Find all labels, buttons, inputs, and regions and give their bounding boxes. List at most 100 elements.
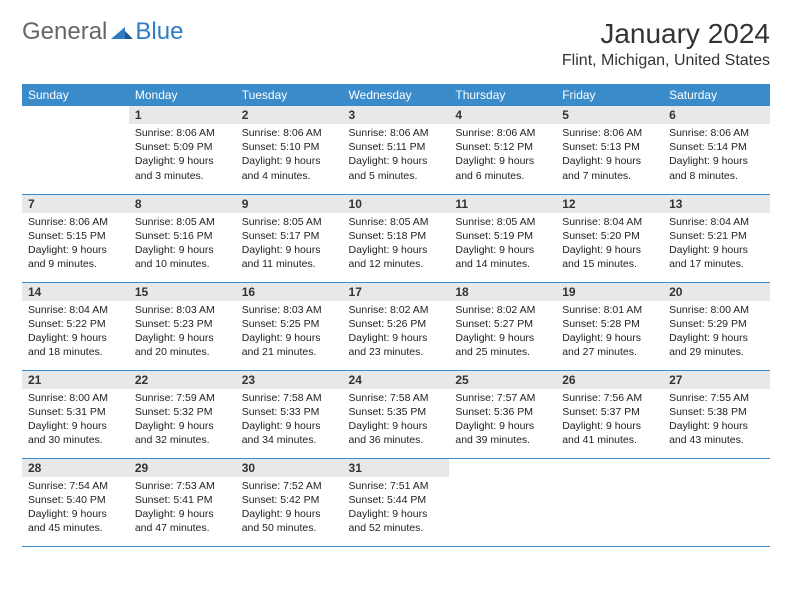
sunset-line: Sunset: 5:16 PM [135, 229, 230, 243]
sunrise-line: Sunrise: 7:59 AM [135, 391, 230, 405]
sunset-line: Sunset: 5:37 PM [562, 405, 657, 419]
calendar-week-row: 1Sunrise: 8:06 AMSunset: 5:09 PMDaylight… [22, 106, 770, 194]
sunrise-line: Sunrise: 7:57 AM [455, 391, 550, 405]
day-details: Sunrise: 8:04 AMSunset: 5:20 PMDaylight:… [556, 213, 663, 278]
sunrise-line: Sunrise: 7:58 AM [349, 391, 444, 405]
daylight-line: Daylight: 9 hours and 50 minutes. [242, 507, 337, 535]
sunset-line: Sunset: 5:09 PM [135, 140, 230, 154]
daylight-line: Daylight: 9 hours and 11 minutes. [242, 243, 337, 271]
sunset-line: Sunset: 5:40 PM [28, 493, 123, 507]
sunset-line: Sunset: 5:28 PM [562, 317, 657, 331]
sunrise-line: Sunrise: 7:58 AM [242, 391, 337, 405]
calendar-day-cell: 27Sunrise: 7:55 AMSunset: 5:38 PMDayligh… [663, 370, 770, 458]
sunset-line: Sunset: 5:23 PM [135, 317, 230, 331]
sunset-line: Sunset: 5:25 PM [242, 317, 337, 331]
day-details: Sunrise: 8:02 AMSunset: 5:26 PMDaylight:… [343, 301, 450, 366]
sunset-line: Sunset: 5:32 PM [135, 405, 230, 419]
day-details: Sunrise: 7:58 AMSunset: 5:33 PMDaylight:… [236, 389, 343, 454]
calendar-day-cell [22, 106, 129, 194]
day-number [556, 459, 663, 477]
day-number: 19 [556, 283, 663, 301]
daylight-line: Daylight: 9 hours and 25 minutes. [455, 331, 550, 359]
sunrise-line: Sunrise: 8:06 AM [455, 126, 550, 140]
day-details: Sunrise: 8:03 AMSunset: 5:23 PMDaylight:… [129, 301, 236, 366]
day-details: Sunrise: 8:00 AMSunset: 5:29 PMDaylight:… [663, 301, 770, 366]
day-number [22, 106, 129, 124]
sunset-line: Sunset: 5:19 PM [455, 229, 550, 243]
calendar-day-cell: 21Sunrise: 8:00 AMSunset: 5:31 PMDayligh… [22, 370, 129, 458]
daylight-line: Daylight: 9 hours and 9 minutes. [28, 243, 123, 271]
weekday-header: Monday [129, 84, 236, 106]
daylight-line: Daylight: 9 hours and 12 minutes. [349, 243, 444, 271]
sunrise-line: Sunrise: 8:02 AM [455, 303, 550, 317]
logo-mark-icon [111, 18, 133, 46]
day-details: Sunrise: 8:05 AMSunset: 5:18 PMDaylight:… [343, 213, 450, 278]
daylight-line: Daylight: 9 hours and 7 minutes. [562, 154, 657, 182]
calendar-week-row: 21Sunrise: 8:00 AMSunset: 5:31 PMDayligh… [22, 370, 770, 458]
day-number: 22 [129, 371, 236, 389]
sunrise-line: Sunrise: 8:05 AM [349, 215, 444, 229]
weekday-header: Wednesday [343, 84, 450, 106]
calendar-day-cell: 22Sunrise: 7:59 AMSunset: 5:32 PMDayligh… [129, 370, 236, 458]
brand-part2: Blue [135, 18, 183, 46]
brand-part1: General [22, 18, 107, 46]
sunrise-line: Sunrise: 8:05 AM [242, 215, 337, 229]
day-number: 25 [449, 371, 556, 389]
sunset-line: Sunset: 5:29 PM [669, 317, 764, 331]
page-header: General Blue January 2024 Flint, Michiga… [22, 18, 770, 70]
calendar-day-cell: 3Sunrise: 8:06 AMSunset: 5:11 PMDaylight… [343, 106, 450, 194]
calendar-day-cell: 30Sunrise: 7:52 AMSunset: 5:42 PMDayligh… [236, 458, 343, 546]
sunset-line: Sunset: 5:31 PM [28, 405, 123, 419]
sunset-line: Sunset: 5:17 PM [242, 229, 337, 243]
calendar-week-row: 7Sunrise: 8:06 AMSunset: 5:15 PMDaylight… [22, 194, 770, 282]
day-details: Sunrise: 7:54 AMSunset: 5:40 PMDaylight:… [22, 477, 129, 542]
day-details: Sunrise: 8:02 AMSunset: 5:27 PMDaylight:… [449, 301, 556, 366]
day-number: 2 [236, 106, 343, 124]
day-details: Sunrise: 8:06 AMSunset: 5:13 PMDaylight:… [556, 124, 663, 189]
calendar-day-cell: 18Sunrise: 8:02 AMSunset: 5:27 PMDayligh… [449, 282, 556, 370]
day-details: Sunrise: 7:53 AMSunset: 5:41 PMDaylight:… [129, 477, 236, 542]
day-number: 5 [556, 106, 663, 124]
sunrise-line: Sunrise: 7:54 AM [28, 479, 123, 493]
calendar-day-cell: 16Sunrise: 8:03 AMSunset: 5:25 PMDayligh… [236, 282, 343, 370]
sunset-line: Sunset: 5:12 PM [455, 140, 550, 154]
daylight-line: Daylight: 9 hours and 18 minutes. [28, 331, 123, 359]
location-text: Flint, Michigan, United States [562, 52, 770, 70]
day-details: Sunrise: 8:06 AMSunset: 5:11 PMDaylight:… [343, 124, 450, 189]
day-number: 11 [449, 195, 556, 213]
sunset-line: Sunset: 5:41 PM [135, 493, 230, 507]
day-details: Sunrise: 7:51 AMSunset: 5:44 PMDaylight:… [343, 477, 450, 542]
sunset-line: Sunset: 5:21 PM [669, 229, 764, 243]
daylight-line: Daylight: 9 hours and 10 minutes. [135, 243, 230, 271]
day-details: Sunrise: 8:06 AMSunset: 5:14 PMDaylight:… [663, 124, 770, 189]
sunrise-line: Sunrise: 8:00 AM [28, 391, 123, 405]
calendar-day-cell: 6Sunrise: 8:06 AMSunset: 5:14 PMDaylight… [663, 106, 770, 194]
sunrise-line: Sunrise: 8:06 AM [242, 126, 337, 140]
calendar-day-cell: 9Sunrise: 8:05 AMSunset: 5:17 PMDaylight… [236, 194, 343, 282]
daylight-line: Daylight: 9 hours and 39 minutes. [455, 419, 550, 447]
sunset-line: Sunset: 5:11 PM [349, 140, 444, 154]
day-number: 14 [22, 283, 129, 301]
day-number: 29 [129, 459, 236, 477]
calendar-day-cell: 26Sunrise: 7:56 AMSunset: 5:37 PMDayligh… [556, 370, 663, 458]
calendar-week-row: 28Sunrise: 7:54 AMSunset: 5:40 PMDayligh… [22, 458, 770, 546]
day-details: Sunrise: 7:57 AMSunset: 5:36 PMDaylight:… [449, 389, 556, 454]
calendar-day-cell: 23Sunrise: 7:58 AMSunset: 5:33 PMDayligh… [236, 370, 343, 458]
sunrise-line: Sunrise: 8:06 AM [349, 126, 444, 140]
day-number: 3 [343, 106, 450, 124]
calendar-day-cell: 25Sunrise: 7:57 AMSunset: 5:36 PMDayligh… [449, 370, 556, 458]
calendar-day-cell: 10Sunrise: 8:05 AMSunset: 5:18 PMDayligh… [343, 194, 450, 282]
sunset-line: Sunset: 5:20 PM [562, 229, 657, 243]
daylight-line: Daylight: 9 hours and 15 minutes. [562, 243, 657, 271]
day-details: Sunrise: 8:05 AMSunset: 5:19 PMDaylight:… [449, 213, 556, 278]
calendar-day-cell: 15Sunrise: 8:03 AMSunset: 5:23 PMDayligh… [129, 282, 236, 370]
calendar-day-cell: 19Sunrise: 8:01 AMSunset: 5:28 PMDayligh… [556, 282, 663, 370]
sunrise-line: Sunrise: 8:04 AM [669, 215, 764, 229]
sunset-line: Sunset: 5:44 PM [349, 493, 444, 507]
daylight-line: Daylight: 9 hours and 27 minutes. [562, 331, 657, 359]
calendar-day-cell: 8Sunrise: 8:05 AMSunset: 5:16 PMDaylight… [129, 194, 236, 282]
day-details: Sunrise: 8:05 AMSunset: 5:17 PMDaylight:… [236, 213, 343, 278]
daylight-line: Daylight: 9 hours and 4 minutes. [242, 154, 337, 182]
calendar-body: 1Sunrise: 8:06 AMSunset: 5:09 PMDaylight… [22, 106, 770, 546]
daylight-line: Daylight: 9 hours and 34 minutes. [242, 419, 337, 447]
